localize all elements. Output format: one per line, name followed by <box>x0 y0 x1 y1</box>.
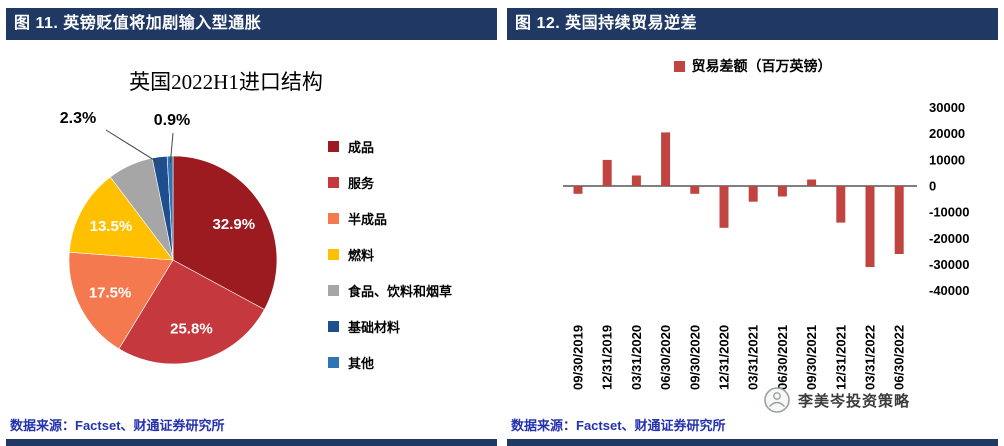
x-tick-label: 06/30/2022 <box>892 325 907 390</box>
pie-chart-area: 英国2022H1进口结构 32.9% 25.8% 17.5% 13.5% 2.3% 0.9… <box>6 40 497 446</box>
x-tick-label: 06/30/2020 <box>658 325 673 390</box>
figure-12-header: 图 12. 英国持续贸易逆差 <box>507 8 998 40</box>
x-tick-label: 09/30/2019 <box>571 325 586 390</box>
pie-data-label-2: 17.5% <box>89 284 132 301</box>
pie-legend: 成品服务半成品燃料食品、饮料和烟草 基础材料其他 <box>328 136 452 372</box>
legend-item-3: 燃料 <box>328 244 452 264</box>
legend-swatch <box>328 248 339 260</box>
pie-slice-6 <box>166 155 174 261</box>
x-tick-label: 12/31/2019 <box>600 325 615 390</box>
legend-item-6: 其他 <box>328 352 452 372</box>
x-tick-label: 12/31/2021 <box>833 325 848 390</box>
bar-7 <box>777 186 787 197</box>
legend-label: 食品、饮料和烟草 <box>348 283 453 299</box>
bar-3 <box>661 132 671 186</box>
data-source-right: 数据来源：Factset、财通证券研究所 <box>511 418 726 433</box>
x-tick-label: 06/30/2021 <box>775 325 790 390</box>
y-tick-label: 0 <box>929 179 936 194</box>
pie-data-label-6: 0.9% <box>154 112 190 129</box>
bar-0 <box>573 186 583 194</box>
y-tick-label: -40000 <box>929 283 969 298</box>
legend-swatch <box>328 212 339 224</box>
legend-item-4: 食品、饮料和烟草 <box>328 280 452 300</box>
legend-item-5: 基础材料 <box>328 316 452 336</box>
x-tick-label: 09/30/2020 <box>687 325 702 390</box>
bar-9 <box>836 186 846 223</box>
x-tick-label: 12/31/2020 <box>717 325 732 390</box>
legend-label: 成品 <box>348 139 375 155</box>
y-tick-label: 30000 <box>929 100 965 115</box>
pie-data-label-0: 32.9% <box>213 216 256 233</box>
x-tick-label: 03/31/2020 <box>629 325 644 390</box>
bar-11 <box>894 186 904 254</box>
pie-chart-title: 英国2022H1进口结构 <box>129 70 323 94</box>
legend-swatch <box>328 320 339 332</box>
bar-2 <box>631 175 641 186</box>
figure-12-panel: 图 12. 英国持续贸易逆差 贸易差额（百万英镑） 30000 20000 1000… <box>507 8 998 446</box>
bar-chart: 30000 20000 10000 0 -10000 -20000 -30000 -40000… <box>563 100 969 390</box>
y-tick-label: -30000 <box>929 257 969 272</box>
bar-8 <box>807 179 817 186</box>
bar-5 <box>719 186 729 228</box>
legend-item-0: 成品 <box>328 136 452 156</box>
bar-6 <box>748 186 758 202</box>
legend-item-1: 服务 <box>328 172 452 192</box>
x-tick-label: 03/31/2022 <box>863 325 878 390</box>
legend-swatch <box>328 356 339 368</box>
legend-swatch <box>328 176 339 188</box>
legend-swatch <box>328 284 339 296</box>
callout-line-6 <box>169 132 174 164</box>
x-tick-label: 03/31/2021 <box>746 325 761 390</box>
pie-slice-1 <box>118 259 265 365</box>
legend-swatch <box>328 140 339 152</box>
bar-chart-area: 贸易差额（百万英镑） 30000 20000 10000 0 -10000 -20000 -… <box>507 40 998 446</box>
legend-label: 燃料 <box>348 247 375 263</box>
pie-data-label-1: 25.8% <box>170 320 213 337</box>
logo-icon <box>764 387 790 413</box>
bar-10 <box>865 186 875 267</box>
y-tick-label: -20000 <box>929 231 969 246</box>
pie-chart: 32.9% 25.8% 17.5% 13.5% 2.3% 0.9% <box>60 110 278 365</box>
legend-label: 半成品 <box>348 211 388 227</box>
x-tick-label: 09/30/2021 <box>804 325 819 390</box>
pie-data-label-5: 2.3% <box>60 110 96 127</box>
pie-data-label-3: 13.5% <box>90 218 133 235</box>
figure-11-header: 图 11. 英镑贬值将加剧输入型通胀 <box>6 8 497 40</box>
pie-slice-2 <box>68 251 174 350</box>
data-source-left: 数据来源：Factset、财通证券研究所 <box>10 418 225 433</box>
pie-slice-3 <box>68 176 174 261</box>
y-tick-label: 20000 <box>929 126 965 141</box>
y-tick-label: -10000 <box>929 205 969 220</box>
brand-logo: 李美岑投资策略 <box>763 386 910 414</box>
legend-item-2: 半成品 <box>328 208 452 228</box>
bottom-bar-left <box>6 439 497 446</box>
figure-11-panel: 图 11. 英镑贬值将加剧输入型通胀 英国2022H1进口结构 32.9% 25.… <box>6 8 497 446</box>
bar-1 <box>602 159 612 186</box>
legend-swatch <box>673 60 685 72</box>
bar-chart-legend: 贸易差额（百万英镑） <box>507 56 998 76</box>
legend-label: 贸易差额（百万英镑） <box>691 60 832 75</box>
y-tick-label: 10000 <box>929 152 965 167</box>
bar-4 <box>690 186 700 194</box>
pie-slice-0 <box>172 155 278 310</box>
legend-label: 服务 <box>348 175 375 191</box>
legend-label: 基础材料 <box>348 319 401 335</box>
legend-label: 其他 <box>348 355 375 371</box>
callout-line-5 <box>105 129 161 165</box>
logo-text: 李美岑投资策略 <box>798 393 911 410</box>
bottom-bar-right <box>507 439 998 446</box>
